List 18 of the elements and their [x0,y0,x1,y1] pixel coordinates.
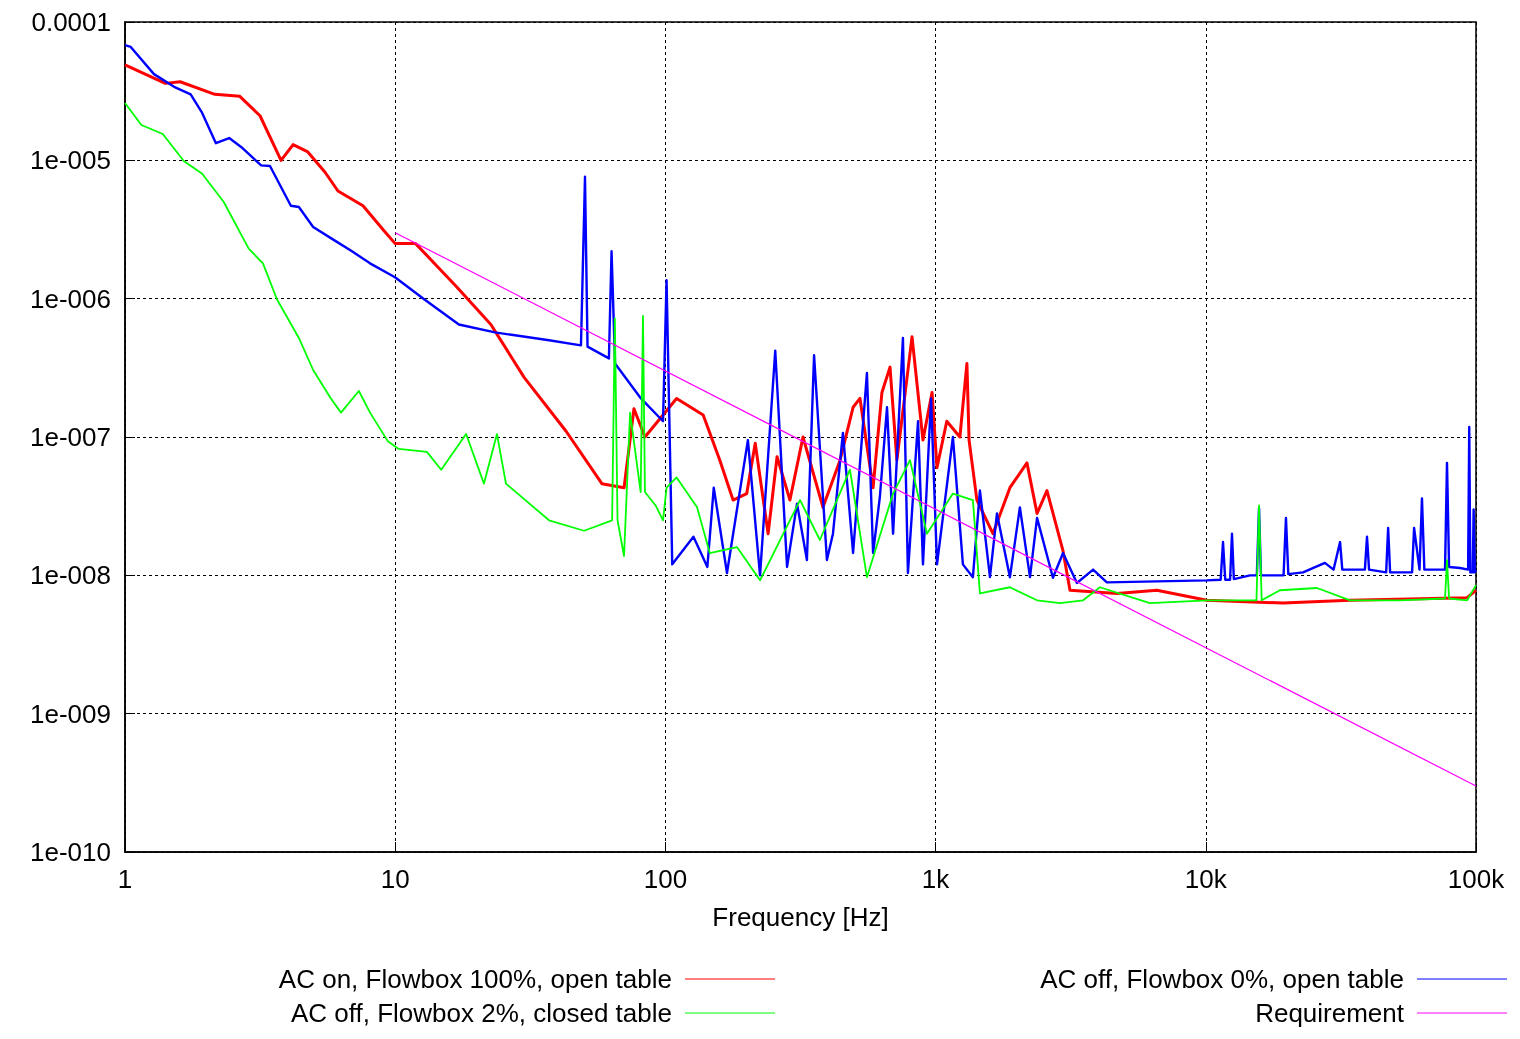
y-tick-label: 1e-007 [30,422,111,452]
y-tick-label: 1e-010 [30,837,111,867]
legend-label: Requirement [1255,998,1405,1028]
y-tick-label: 0.0001 [31,7,111,37]
y-tick-label: 1e-008 [30,560,111,591]
legend-label: AC on, Flowbox 100%, open table [278,964,672,994]
y-tick-label: 1e-009 [30,698,111,729]
y-tick-label: 1e-006 [30,283,111,314]
legend-label: AC off, Flowbox 2%, closed table [290,998,672,1028]
x-tick-label: 100k [1447,864,1506,894]
x-tick-label: 1k [921,864,951,894]
x-tick-label: 10k [1184,864,1228,894]
x-tick-label: 1 [117,864,133,894]
x-axis-title: Frequency [Hz] [712,902,889,932]
x-tick-label: 10 [380,864,410,894]
y-tick-label: 1e-005 [30,145,111,176]
x-tick-label: 100 [643,864,688,894]
legend-label: AC off, Flowbox 0%, open table [1040,964,1404,994]
